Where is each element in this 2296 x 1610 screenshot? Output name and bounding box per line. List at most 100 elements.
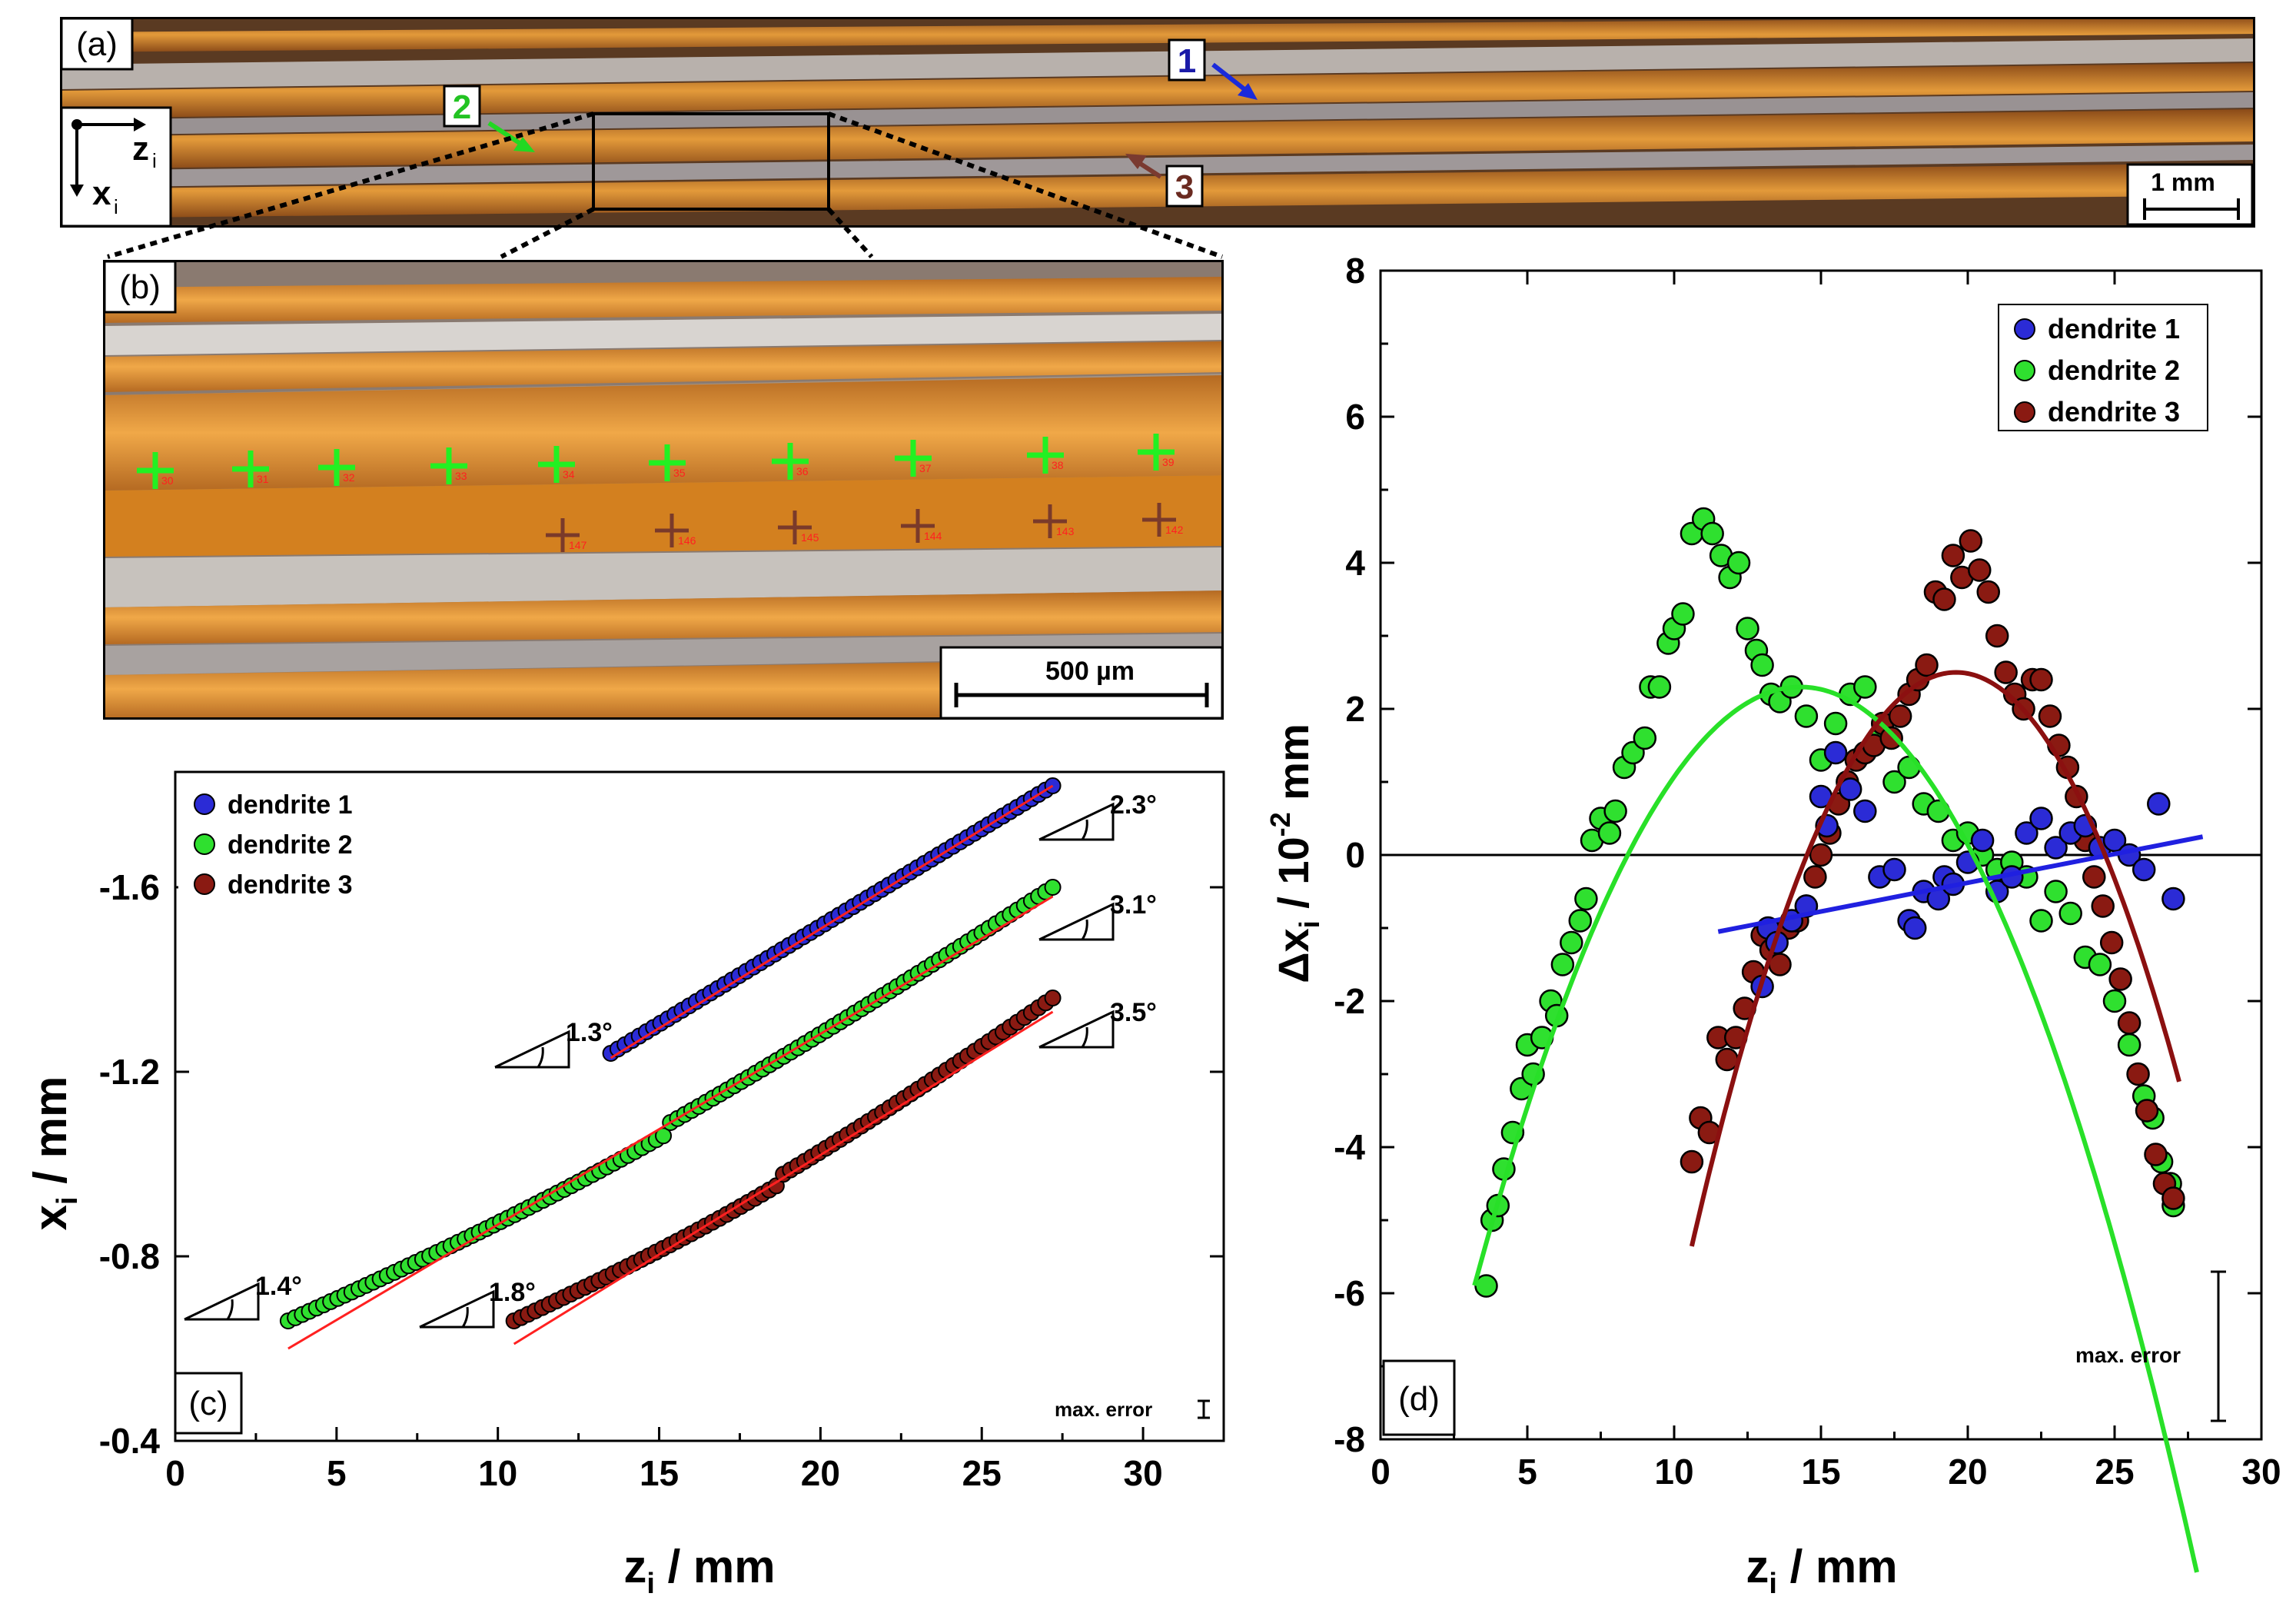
c-xtick-label: 25 <box>962 1453 1002 1493</box>
angle-1-3: 1.3° <box>494 1018 613 1069</box>
d-legend-label-dendrite-3: dendrite 3 <box>2048 396 2180 427</box>
panel-c-plot-frame <box>174 770 1225 1442</box>
svg-text:30: 30 <box>161 474 174 487</box>
d-ytick-label: 4 <box>1345 543 1365 583</box>
svg-text:2: 2 <box>453 88 471 126</box>
d-xtick-label: 30 <box>2241 1452 2281 1492</box>
d-ytick-label: -2 <box>1334 981 1365 1021</box>
brown-crosshair-marks <box>546 503 1176 552</box>
axis-z-label: z <box>132 130 149 168</box>
d-point <box>1603 799 1627 823</box>
c-point <box>1044 879 1062 896</box>
svg-text:1: 1 <box>1178 42 1196 80</box>
d-ytick-label: 8 <box>1345 254 1365 291</box>
d-point <box>1976 580 2000 604</box>
green-mark-35 <box>649 444 686 481</box>
d-point <box>1915 653 1939 677</box>
svg-text:3: 3 <box>1175 168 1194 206</box>
green-mark-33 <box>430 447 467 484</box>
brown-mark-143 <box>1033 504 1067 538</box>
green-mark-39 <box>1138 434 1175 471</box>
zoom-region <box>592 112 830 211</box>
svg-text:39: 39 <box>1162 456 1175 468</box>
svg-text:1.8°: 1.8° <box>489 1278 536 1307</box>
green-crosshair-marks <box>137 434 1175 489</box>
d-ytick-label: -4 <box>1334 1127 1365 1167</box>
micrograph-bands <box>60 17 2255 218</box>
d-point <box>2135 1099 2159 1123</box>
svg-text:max. error: max. error <box>2075 1343 2181 1367</box>
d-point <box>1803 865 1827 889</box>
d-point <box>1736 617 1759 640</box>
c-point <box>655 1127 673 1145</box>
d-point <box>2091 894 2115 918</box>
d-point <box>1968 558 1992 582</box>
panel-d-label: (d) <box>1398 1380 1440 1418</box>
svg-text:3.1°: 3.1° <box>1110 890 1157 920</box>
svg-text:1.4°: 1.4° <box>255 1272 302 1301</box>
angle-2-3: 2.3° <box>1038 790 1157 841</box>
svg-text:145: 145 <box>801 531 819 544</box>
panel-c-x-axis-title: zi / mm <box>623 1541 775 1600</box>
axis-x-subscript: i <box>114 195 118 218</box>
brown-mark-labels: 147 146 145 144 143 142 <box>569 524 1184 551</box>
panel-d-y-axis-title: Δxi / 10-2 mm <box>1264 724 1325 983</box>
d-xtick-label: 20 <box>1948 1452 1987 1492</box>
panel-d-max-error: max. error <box>2075 1270 2226 1422</box>
c-xtick-label: 10 <box>478 1453 517 1493</box>
c-series-2 <box>279 879 1062 1329</box>
d-point <box>1888 704 1912 728</box>
d-fit-dendrite-1 <box>1717 834 2204 934</box>
d-xtick-label: 25 <box>2095 1452 2134 1492</box>
svg-text:500 µm: 500 µm <box>1045 657 1135 686</box>
d-point <box>1574 886 1598 911</box>
d-point <box>1750 653 1774 677</box>
angle-1-4: 1.4° <box>184 1272 302 1321</box>
c-series-1 <box>602 777 1062 1062</box>
arrow-2: 2 <box>443 85 535 152</box>
d-point <box>2161 886 2185 911</box>
svg-text:xi / mm: xi / mm <box>25 1076 84 1231</box>
d-point <box>1647 675 1672 699</box>
svg-text:146: 146 <box>678 534 696 547</box>
d-point <box>2082 865 2106 889</box>
panel-d-label-box: (d) <box>1382 1359 1456 1436</box>
angle-1-8: 1.8° <box>419 1278 536 1329</box>
svg-text:1 mm: 1 mm <box>2151 168 2215 196</box>
d-point <box>2044 880 2068 903</box>
svg-text:32: 32 <box>343 471 355 484</box>
green-mark-38 <box>1027 437 1064 474</box>
d-point <box>1700 521 1724 546</box>
d-point <box>1823 740 1848 765</box>
green-mark-34 <box>538 446 575 483</box>
c-ytick-label: -1.6 <box>99 867 160 907</box>
brown-mark-144 <box>901 509 935 543</box>
panel-b-label-box: (b) <box>103 260 177 314</box>
svg-text:34: 34 <box>563 468 575 481</box>
d-ytick-label: -6 <box>1334 1273 1365 1313</box>
d-point <box>2102 828 2127 853</box>
d-point <box>2099 930 2124 955</box>
d-point <box>2144 1143 2168 1166</box>
svg-text:143: 143 <box>1056 525 1075 537</box>
d-point <box>1550 953 1575 976</box>
d-point <box>1932 587 1956 611</box>
panel-b-label: (b) <box>119 268 161 306</box>
legend-marker-dendrite-2 <box>194 833 215 855</box>
d-point <box>2161 1186 2185 1210</box>
panel-a-label-box: (a) <box>60 17 134 71</box>
d-point <box>2029 807 2053 830</box>
d-point <box>1853 675 1877 699</box>
d-point <box>1597 821 1622 845</box>
d-legend-label-dendrite-1: dendrite 1 <box>2048 313 2180 344</box>
d-fit-dendrite-2 <box>1472 684 2199 1573</box>
d-legend-marker-dendrite-1 <box>2014 318 2035 340</box>
d-point <box>2029 667 2053 692</box>
d-point <box>2102 989 2127 1013</box>
svg-text:36: 36 <box>796 465 809 477</box>
d-xtick-label: 15 <box>1801 1452 1840 1492</box>
svg-text:38: 38 <box>1052 459 1064 471</box>
c-xtick-label: 0 <box>165 1453 185 1493</box>
d-point <box>1882 770 1906 794</box>
d-series-2 <box>1474 507 2185 1298</box>
